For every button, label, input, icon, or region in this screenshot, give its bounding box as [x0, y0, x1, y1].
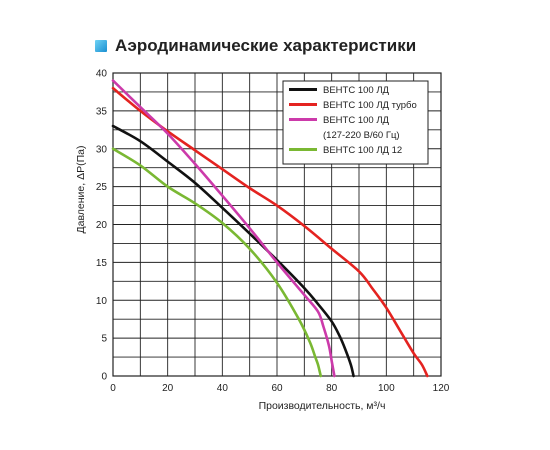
- y-tick-label: 35: [96, 106, 108, 117]
- legend-label-2: ВЕНТС 100 ЛД турбо: [323, 100, 417, 111]
- plot-frame: [112, 72, 442, 377]
- chart-header: Аэродинамические характеристики: [95, 36, 416, 56]
- x-tick-label: 0: [110, 383, 116, 394]
- series-line-1: [111, 124, 355, 378]
- x-tick-label: 20: [162, 383, 174, 394]
- y-tick-label: 10: [96, 296, 108, 307]
- y-tick-label: 40: [96, 69, 108, 80]
- x-tick-label: 80: [326, 383, 338, 394]
- y-tick-label: 15: [96, 258, 108, 269]
- series-line-3: [111, 79, 336, 378]
- y-tick-label: 0: [101, 372, 107, 383]
- y-axis-label: Давление, ΔP(Па): [75, 146, 87, 234]
- series-line-4: [111, 147, 323, 378]
- y-tick-label: 20: [96, 220, 108, 231]
- x-tick-label: 100: [378, 383, 395, 394]
- y-tick-label: 5: [101, 334, 107, 345]
- x-axis-label: Производительность, м³/ч: [259, 400, 386, 412]
- legend-label-3: ВЕНТС 100 ЛД (127-220 В/60 Гц): [323, 115, 400, 141]
- y-tick-label: 25: [96, 182, 108, 193]
- title-marker-icon: [95, 40, 107, 52]
- legend-label-1: ВЕНТС 100 ЛД: [323, 85, 390, 96]
- series-line-2: [111, 86, 429, 378]
- y-tick-label: 30: [96, 144, 108, 155]
- legend-label-4: ВЕНТС 100 ЛД 12: [323, 145, 402, 156]
- x-tick-label: 120: [433, 383, 450, 394]
- x-tick-label: 60: [271, 383, 283, 394]
- x-tick-label: 40: [217, 383, 229, 394]
- chart-title: Аэродинамические характеристики: [115, 36, 417, 55]
